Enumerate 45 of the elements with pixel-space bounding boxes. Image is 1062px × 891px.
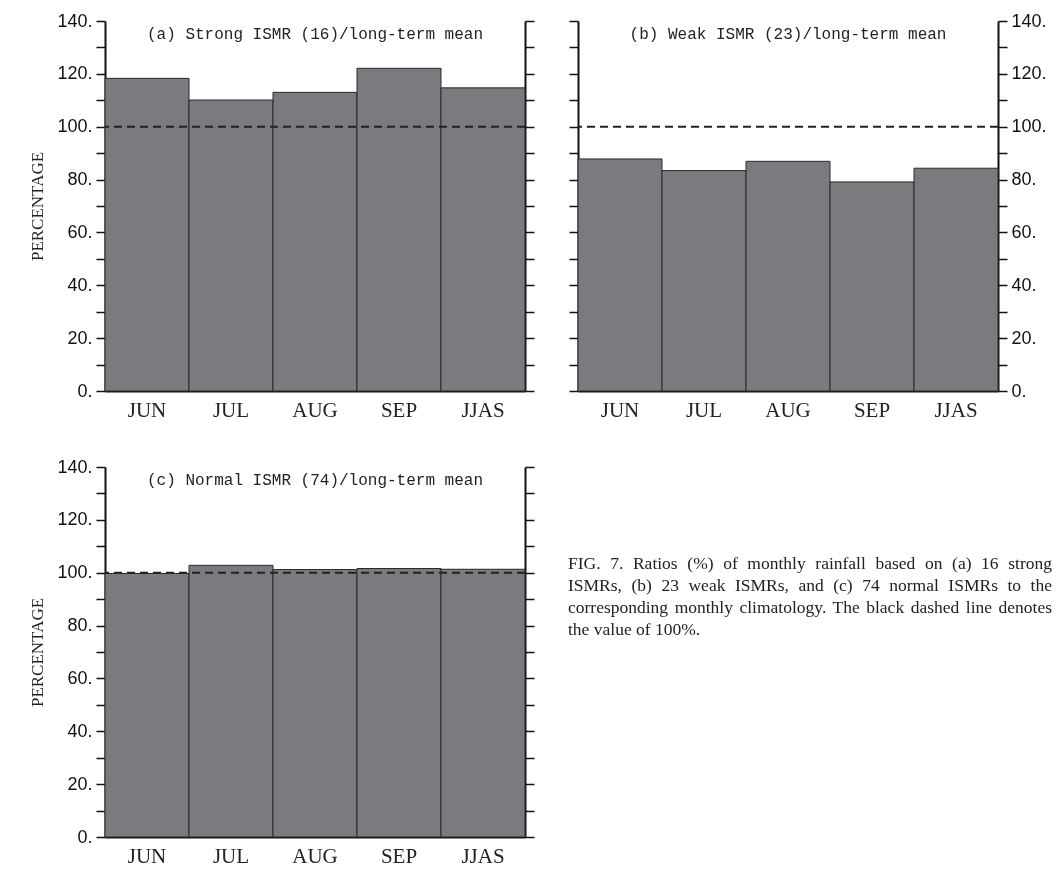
x-tick-label: JUN bbox=[127, 843, 167, 868]
x-tick-label: JUL bbox=[685, 397, 723, 422]
y-tick-label: 80. bbox=[67, 615, 93, 636]
y-tick-label: 120. bbox=[57, 509, 93, 530]
y-tick-label: 20. bbox=[67, 773, 93, 794]
y-tick-label: 0. bbox=[1011, 380, 1027, 401]
y-tick-label: 60. bbox=[67, 221, 93, 242]
y-tick-label: 140. bbox=[57, 456, 93, 477]
chart-title: (c) Normal ISMR (74)/long-term mean bbox=[146, 472, 484, 490]
y-tick-label: 100. bbox=[1011, 116, 1047, 137]
y-tick-label: 140. bbox=[1011, 10, 1047, 31]
x-tick-label: SEP bbox=[853, 397, 891, 422]
chart-title: (a) Strong ISMR (16)/long-term mean bbox=[146, 26, 484, 44]
chart-title: (b) Weak ISMR (23)/long-term mean bbox=[629, 26, 947, 44]
y-tick-label: 120. bbox=[1011, 63, 1047, 84]
y-tick-label: 0. bbox=[77, 826, 93, 847]
x-tick-label: AUG bbox=[292, 843, 338, 868]
x-tick-label: SEP bbox=[380, 843, 418, 868]
y-tick-label: 60. bbox=[67, 667, 93, 688]
y-tick-label: 100. bbox=[57, 562, 93, 583]
caption: FIG. 7. Ratios (%) of monthly rainfall based on (a) 16 strong ISMRs, (b) 23 weak ISMRs, and (c) 74 normal ISMRs to the corresponding monthly climatology. The black dashed line denotes the value of 100%. bbox=[568, 552, 1052, 640]
x-tick-label: JUN bbox=[600, 397, 640, 422]
y-tick-label: 40. bbox=[1011, 274, 1037, 295]
y-tick-label: 40. bbox=[67, 274, 93, 295]
x-tick-label: JJAS bbox=[461, 843, 505, 868]
x-tick-label: JJAS bbox=[461, 397, 505, 422]
y-tick-label: 60. bbox=[1011, 221, 1037, 242]
y-tick-label: 80. bbox=[1011, 169, 1037, 190]
x-tick-label: SEP bbox=[380, 397, 418, 422]
x-tick-label: JUL bbox=[212, 397, 250, 422]
y-tick-label: 0. bbox=[77, 380, 93, 401]
y-tick-label: 100. bbox=[57, 116, 93, 137]
y-tick-label: 20. bbox=[67, 327, 93, 348]
y-tick-label: 120. bbox=[57, 63, 93, 84]
y-tick-label: 140. bbox=[57, 10, 93, 31]
y-axis-title: PERCENTAGE bbox=[28, 151, 48, 262]
y-tick-label: 40. bbox=[67, 720, 93, 741]
x-tick-label: JJAS bbox=[934, 397, 978, 422]
x-tick-label: JUL bbox=[212, 843, 250, 868]
y-axis-title: PERCENTAGE bbox=[28, 597, 48, 708]
x-tick-label: AUG bbox=[765, 397, 811, 422]
y-tick-label: 80. bbox=[67, 169, 93, 190]
x-tick-label: AUG bbox=[292, 397, 338, 422]
y-tick-label: 20. bbox=[1011, 327, 1037, 348]
x-tick-label: JUN bbox=[127, 397, 167, 422]
